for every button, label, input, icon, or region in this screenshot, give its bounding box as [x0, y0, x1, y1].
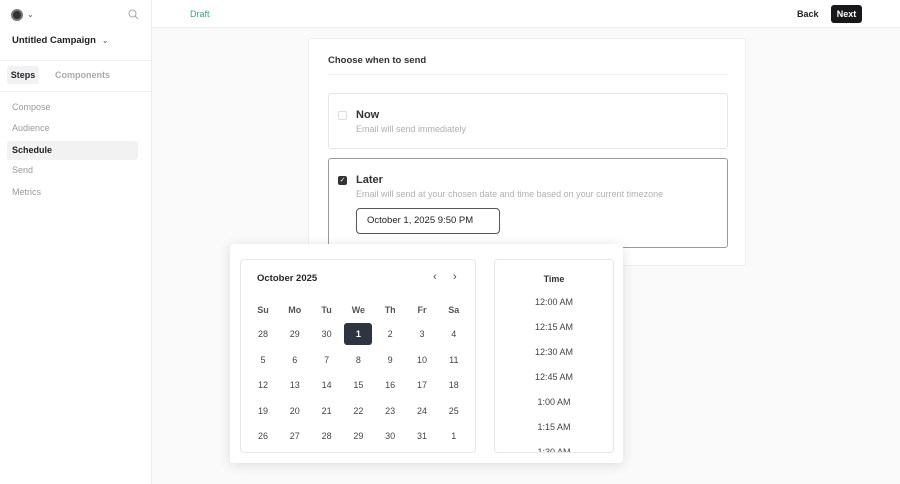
next-button[interactable]: Next — [831, 5, 862, 23]
later-checkbox[interactable]: ✓ — [338, 176, 347, 185]
calendar-day[interactable]: 29 — [289, 329, 300, 339]
calendar-day[interactable]: 29 — [353, 431, 364, 441]
campaign-title[interactable]: Untitled Campaign — [12, 35, 96, 46]
search-icon[interactable] — [128, 9, 139, 20]
weekday-header: We — [351, 305, 366, 315]
calendar-day[interactable]: 18 — [448, 380, 459, 390]
calendar-day[interactable]: 13 — [289, 380, 300, 390]
campaign-title-row[interactable]: Untitled Campaign ⌄ — [12, 35, 109, 46]
option-later[interactable]: ✓ Later Email will send at your chosen d… — [328, 158, 728, 248]
top-bar: Draft Back Next — [152, 0, 900, 28]
time-list[interactable]: Time 12:00 AM 12:15 AM 12:30 AM 12:45 AM 1:0… — [494, 259, 614, 453]
option-description: Email will send at your chosen date and … — [356, 189, 664, 199]
time-option[interactable]: 1:30 AM — [537, 447, 571, 453]
sidebar-item-metrics[interactable]: Metrics — [12, 187, 41, 197]
chevron-right-icon[interactable]: › — [453, 271, 457, 283]
calendar-day[interactable]: 12 — [257, 380, 268, 390]
calendar-day[interactable]: 7 — [324, 354, 330, 365]
calendar-day[interactable]: 15 — [353, 380, 364, 390]
time-option[interactable]: 12:30 AM — [534, 347, 574, 357]
calendar-day[interactable]: 21 — [321, 405, 332, 416]
time-option[interactable]: 1:15 AM — [537, 422, 571, 432]
calendar-day[interactable]: 3 — [419, 329, 425, 339]
calendar-day[interactable]: 27 — [289, 431, 300, 441]
weekday-header: Th — [384, 305, 396, 315]
time-option[interactable]: 12:00 AM — [534, 297, 574, 307]
weekday-header: Mo — [288, 305, 302, 315]
calendar-day[interactable]: 6 — [292, 354, 298, 365]
calendar-day[interactable]: 1 — [451, 431, 457, 441]
chevron-left-icon[interactable]: ‹ — [433, 271, 437, 283]
option-label: Later — [356, 174, 383, 186]
calendar-day[interactable]: 24 — [416, 405, 427, 416]
time-option[interactable]: 12:45 AM — [534, 372, 574, 382]
sidebar-item-send[interactable]: Send — [12, 165, 34, 175]
sidebar: ⌄ Untitled Campaign ⌄ Steps Components C… — [0, 0, 152, 484]
calendar-month: October 2025 — [257, 273, 318, 284]
tab-steps[interactable]: Steps — [7, 66, 39, 84]
divider — [0, 91, 152, 92]
chevron-down-icon[interactable]: ⌄ — [101, 36, 109, 45]
sidebar-item-compose[interactable]: Compose — [12, 102, 51, 112]
option-description: Email will send immediately — [356, 124, 467, 134]
now-checkbox[interactable] — [338, 111, 347, 120]
calendar-day[interactable]: 19 — [257, 405, 268, 416]
calendar-day[interactable]: 22 — [353, 405, 364, 416]
calendar-day[interactable]: 25 — [448, 405, 459, 416]
calendar-day[interactable]: 9 — [387, 354, 393, 365]
calendar-day[interactable]: 10 — [416, 354, 427, 365]
calendar-day[interactable]: 26 — [257, 431, 268, 441]
time-option[interactable]: 1:00 AM — [537, 397, 571, 407]
tab-components[interactable]: Components — [55, 70, 110, 80]
weekday-header: Fr — [417, 305, 427, 315]
calendar-day[interactable]: 23 — [385, 405, 396, 416]
datetime-input[interactable]: October 1, 2025 9:50 PM — [356, 208, 500, 234]
calendar-day[interactable]: 17 — [416, 380, 427, 390]
time-heading: Time — [543, 274, 565, 284]
calendar-day[interactable]: 28 — [321, 431, 332, 441]
weekday-header: Tu — [321, 305, 332, 315]
calendar-day[interactable]: 2 — [387, 329, 393, 339]
time-option[interactable]: 12:15 AM — [534, 322, 574, 332]
calendar-day[interactable]: 5 — [260, 354, 266, 365]
calendar-day[interactable]: 8 — [355, 354, 361, 365]
divider — [0, 60, 152, 61]
calendar-day[interactable]: 20 — [289, 405, 300, 416]
page-title: Choose when to send — [328, 55, 427, 66]
weekday-header: Su — [257, 305, 269, 315]
calendar-day[interactable]: 14 — [321, 380, 332, 390]
calendar-day[interactable]: 11 — [449, 354, 459, 365]
calendar-day[interactable]: 30 — [321, 329, 332, 339]
workspace-logo-icon[interactable] — [11, 9, 23, 21]
calendar-day[interactable]: 16 — [385, 380, 396, 390]
calendar: October 2025 ‹ › Su Mo Tu We Th Fr Sa 28 29 30 1 2 3… — [240, 259, 476, 453]
calendar-day[interactable]: 31 — [416, 431, 427, 441]
option-now[interactable]: Now Email will send immediately — [328, 93, 728, 149]
calendar-day[interactable]: 4 — [451, 329, 457, 339]
divider — [328, 74, 728, 75]
datetime-picker-popover: October 2025 ‹ › Su Mo Tu We Th Fr Sa 28 29 30 1 2 3… — [230, 244, 623, 463]
option-label: Now — [356, 109, 380, 121]
schedule-card: Choose when to send Now Email will send … — [308, 38, 746, 266]
status-badge: Draft — [190, 9, 210, 19]
weekday-header: Sa — [448, 305, 460, 315]
chevron-down-icon[interactable]: ⌄ — [27, 10, 34, 19]
back-button[interactable]: Back — [797, 9, 819, 19]
sidebar-item-audience[interactable]: Audience — [12, 123, 50, 133]
calendar-day[interactable]: 30 — [385, 431, 396, 441]
sidebar-item-schedule[interactable]: Schedule — [7, 141, 138, 160]
calendar-day[interactable]: 1 — [344, 323, 373, 345]
calendar-day[interactable]: 28 — [257, 329, 268, 339]
